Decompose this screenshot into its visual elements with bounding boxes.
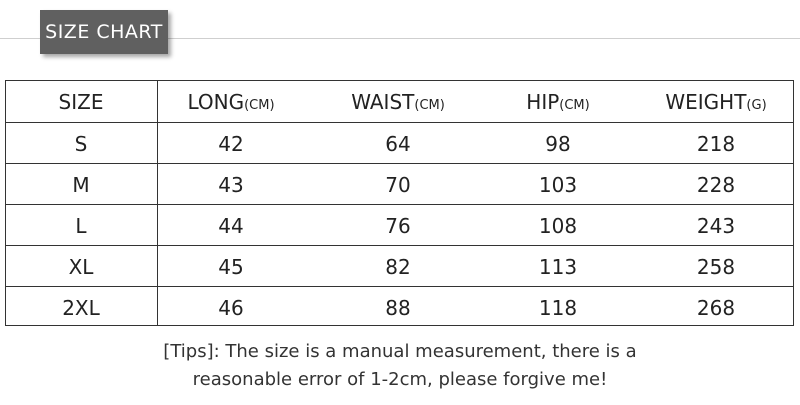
table-cell: 43 bbox=[218, 173, 244, 197]
table-cell: 113 bbox=[538, 255, 578, 279]
size-table: SIZE LONG(CM) WAIST(CM) HIP(CM) WEIGHT(G) S 42… bbox=[5, 80, 794, 326]
tip-line: reasonable error of 1-2cm, please forgiv… bbox=[192, 369, 608, 390]
table-cell: 44 bbox=[218, 214, 244, 238]
header-label: WEIGHT bbox=[665, 90, 747, 114]
table-cell: 82 bbox=[385, 255, 411, 279]
tip-line: [Tips]: The size is a manual measurement… bbox=[163, 341, 637, 362]
table-cell: 2XL bbox=[62, 296, 100, 320]
table-cell: 218 bbox=[696, 132, 736, 156]
table-cell: 98 bbox=[545, 132, 571, 156]
table-cell: 268 bbox=[696, 296, 736, 320]
table-cell: 45 bbox=[218, 255, 244, 279]
table-row: XL 45 82 113 258 bbox=[6, 245, 793, 286]
table-cell: 108 bbox=[538, 214, 578, 238]
header-unit: (G) bbox=[746, 98, 767, 113]
table-cell: 258 bbox=[696, 255, 736, 279]
header-cell: LONG(CM) bbox=[156, 81, 306, 121]
table-cell: S bbox=[74, 132, 88, 156]
table-cell: 64 bbox=[385, 132, 411, 156]
header-cell: SIZE bbox=[6, 81, 156, 121]
header-unit: (CM) bbox=[244, 98, 275, 113]
column-divider bbox=[157, 81, 158, 325]
table-cell: M bbox=[72, 173, 90, 197]
header-cell: WAIST(CM) bbox=[323, 81, 473, 121]
table-cell: 76 bbox=[385, 214, 411, 238]
table-row: 2XL 46 88 118 268 bbox=[6, 286, 793, 327]
table-cell: 70 bbox=[385, 173, 411, 197]
size-chart-banner: SIZE CHART bbox=[40, 10, 168, 54]
table-row: S 42 64 98 218 bbox=[6, 122, 793, 163]
table-cell: 42 bbox=[218, 132, 244, 156]
table-cell: 46 bbox=[218, 296, 244, 320]
header-label: WAIST bbox=[351, 90, 415, 114]
header-row: SIZE LONG(CM) WAIST(CM) HIP(CM) WEIGHT(G) bbox=[6, 81, 793, 122]
table-cell: 88 bbox=[385, 296, 411, 320]
table-cell: 243 bbox=[696, 214, 736, 238]
header-label: LONG bbox=[187, 90, 245, 114]
header-unit: (CM) bbox=[559, 98, 590, 113]
table-row: L 44 76 108 243 bbox=[6, 204, 793, 245]
table-cell: 228 bbox=[696, 173, 736, 197]
header-unit: (CM) bbox=[414, 98, 445, 113]
header-label: HIP bbox=[526, 90, 560, 114]
table-cell: 103 bbox=[538, 173, 578, 197]
header-cell: HIP(CM) bbox=[483, 81, 633, 121]
table-cell: XL bbox=[68, 255, 94, 279]
header-cell: WEIGHT(G) bbox=[641, 81, 791, 121]
table-cell: 118 bbox=[538, 296, 578, 320]
header-label: SIZE bbox=[58, 90, 104, 114]
table-row: M 43 70 103 228 bbox=[6, 163, 793, 204]
divider-line bbox=[0, 38, 800, 39]
table-cell: L bbox=[75, 214, 87, 238]
